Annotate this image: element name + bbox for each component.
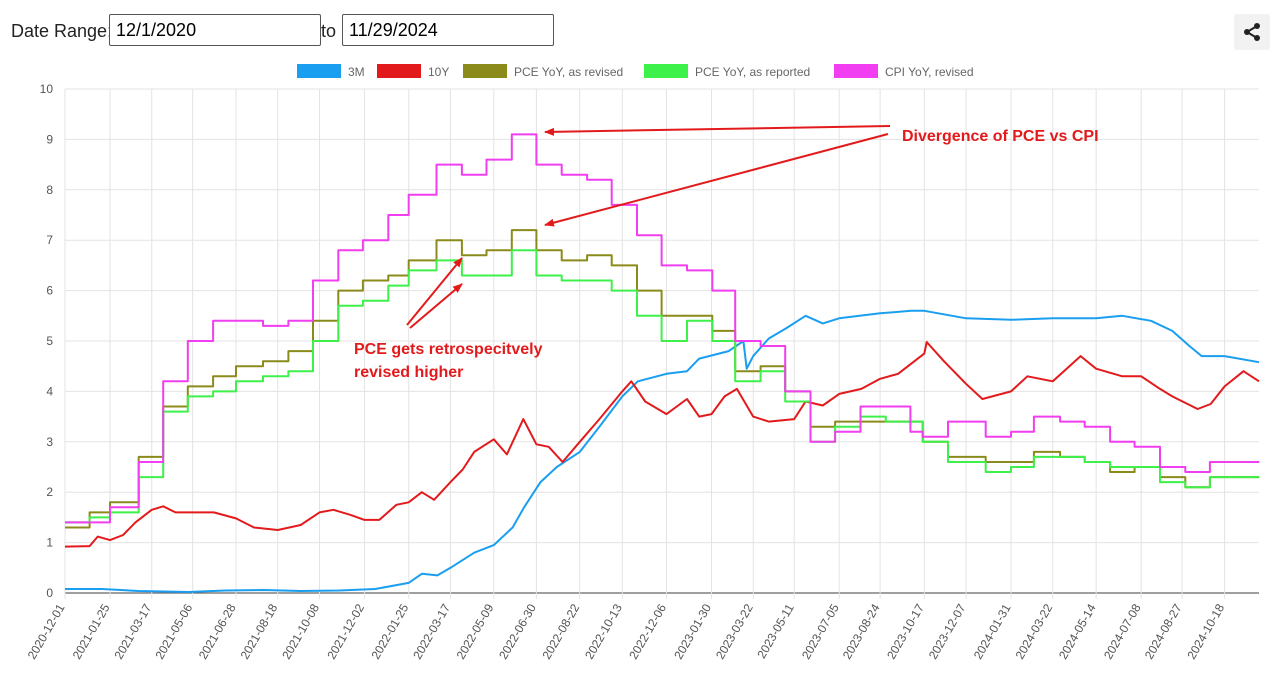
- legend-swatch: [377, 64, 421, 78]
- legend-swatch: [463, 64, 507, 78]
- annotation-revised-line1: PCE gets retrospecitvely: [354, 341, 543, 358]
- x-tick-label: 2020-12-01: [25, 601, 68, 661]
- y-tick-label: 1: [46, 536, 53, 550]
- y-tick-label: 9: [46, 132, 53, 146]
- to-label: to: [321, 21, 337, 41]
- x-tick-label: 2023-08-24: [840, 601, 883, 661]
- series-layer: [64, 133, 1260, 593]
- y-tick-label: 0: [46, 586, 53, 600]
- y-tick-label: 6: [46, 284, 53, 298]
- start-date-input[interactable]: [109, 14, 321, 46]
- legend-swatch: [297, 64, 341, 78]
- annotation-arrow: [544, 133, 889, 227]
- y-tick-label: 3: [46, 435, 53, 449]
- x-tick-label: 2022-01-25: [368, 601, 411, 661]
- legend-label: PCE YoY, as revised: [514, 65, 623, 79]
- grid: 0 1 2 3 4 5 6 7 8 9 10 2020-12-01 2021-01-252021-03-…: [25, 82, 1259, 662]
- series-line-4: [65, 133, 1260, 524]
- date-range-label: Date Range:: [11, 21, 113, 41]
- y-tick-label: 8: [46, 183, 53, 197]
- x-tick-label: 2021-12-02: [324, 601, 367, 661]
- x-tick-label: 2022-05-09: [454, 601, 497, 661]
- x-tick-label: 2022-03-17: [410, 601, 453, 661]
- x-tick-label: 2023-05-11: [754, 601, 797, 661]
- x-tick-label: 2022-08-22: [540, 601, 583, 661]
- y-tick-label: 4: [46, 384, 53, 398]
- annotation-arrow: [409, 283, 463, 329]
- series-line-1: [64, 341, 1260, 548]
- x-tick-label: 2024-01-31: [971, 601, 1014, 661]
- legend-label: 10Y: [428, 65, 449, 79]
- x-tick-label: 2022-06-30: [496, 601, 539, 661]
- annotation-arrow: [406, 257, 463, 326]
- series-line-0: [65, 309, 1260, 593]
- y-tick-label: 10: [40, 82, 54, 96]
- x-tick-label: 2023-01-30: [671, 601, 714, 661]
- x-tick-label: 2021-08-18: [238, 601, 281, 661]
- series-line-2: [65, 229, 1260, 529]
- x-tick-label: 2021-03-17: [112, 601, 155, 661]
- x-tick-label: 2024-07-08: [1101, 601, 1144, 661]
- x-tick-label: 2021-01-25: [70, 601, 113, 661]
- x-tick-label: 2024-08-27: [1142, 601, 1185, 661]
- x-tick-label: 2024-10-18: [1184, 601, 1227, 661]
- x-tick-label: 2022-12-06: [626, 601, 669, 661]
- legend-label: PCE YoY, as reported: [695, 65, 810, 79]
- annotation-arrow: [544, 125, 891, 136]
- legend-label: CPI YoY, revised: [885, 65, 974, 79]
- x-tick-label: 2023-10-17: [884, 601, 927, 661]
- end-date-input[interactable]: [342, 14, 554, 46]
- y-tick-label: 5: [46, 334, 53, 348]
- x-tick-label: 2023-03-22: [713, 601, 756, 661]
- legend-swatch: [644, 64, 688, 78]
- y-tick-label: 2: [46, 485, 53, 499]
- legend: 3M 10Y PCE YoY, as revised PCE YoY, as repo…: [297, 64, 974, 79]
- series-line-3: [65, 249, 1260, 524]
- x-tick-label: 2021-10-08: [279, 601, 322, 661]
- y-tick-label: 7: [46, 233, 53, 247]
- x-tick-label: 2023-12-07: [926, 601, 969, 661]
- annotation-revised-line2: revised higher: [354, 364, 463, 381]
- legend-swatch: [834, 64, 878, 78]
- line-chart: 0 1 2 3 4 5 6 7 8 9 10 2020-12-01 2021-01-252021-03-…: [25, 64, 1260, 662]
- x-tick-label: 2024-05-14: [1056, 601, 1099, 661]
- x-tick-label: 2021-06-28: [196, 601, 239, 661]
- legend-label: 3M: [348, 65, 365, 79]
- x-tick-label: 2023-07-05: [799, 601, 842, 661]
- date-range-toolbar: Date Range: to: [0, 0, 1280, 60]
- x-tick-label: 2022-10-13: [582, 601, 625, 661]
- annotation-divergence: Divergence of PCE vs CPI: [902, 128, 1099, 145]
- share-button[interactable]: [1234, 14, 1270, 50]
- x-tick-label: 2021-05-06: [152, 601, 195, 661]
- share-icon: [1244, 23, 1260, 41]
- annotations: Divergence of PCE vs CPI PCE gets retros…: [354, 125, 1099, 381]
- x-tick-label: 2024-03-22: [1013, 601, 1056, 661]
